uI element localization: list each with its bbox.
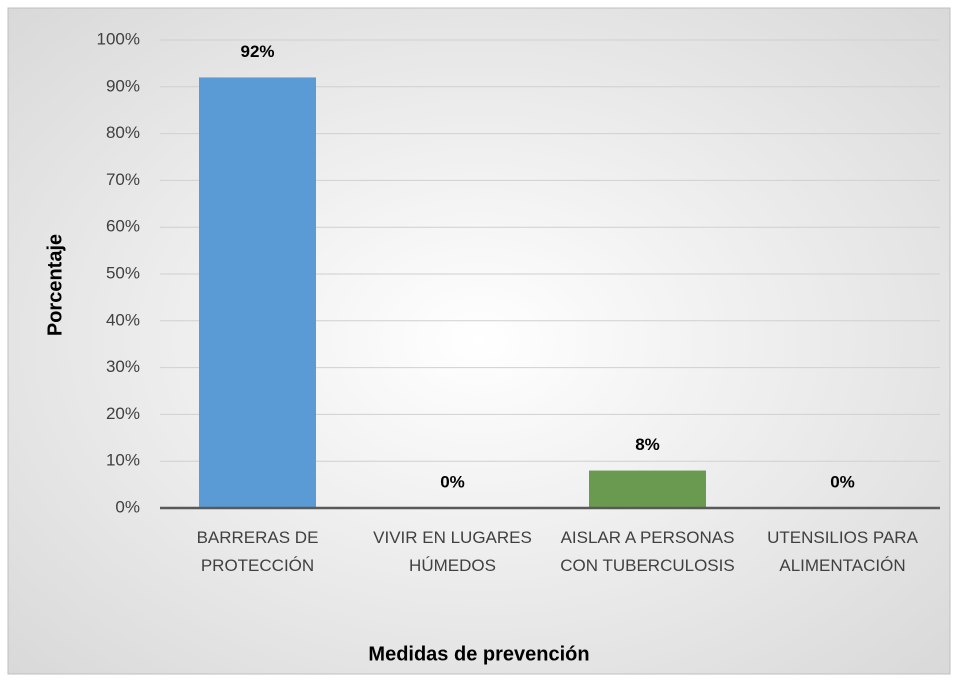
- y-tick-label: 70%: [106, 170, 140, 189]
- x-axis-title: Medidas de prevención: [368, 643, 589, 665]
- data-label: 92%: [240, 42, 274, 61]
- y-tick-label: 0%: [115, 497, 140, 516]
- x-tick-label: AISLAR A PERSONAS CON TUBERCULOSIS: [560, 528, 735, 575]
- y-tick-label: 60%: [106, 217, 140, 236]
- bar: [199, 77, 316, 508]
- y-tick-label: 10%: [106, 451, 140, 470]
- y-tick-label: 40%: [106, 310, 140, 329]
- y-tick-label: 100%: [97, 29, 140, 48]
- data-label: 8%: [635, 435, 660, 454]
- y-axis-title: Porcentaje: [44, 234, 66, 336]
- chart-background: [7, 7, 951, 675]
- y-tick-label: 20%: [106, 404, 140, 423]
- data-label: 0%: [830, 472, 855, 491]
- x-tick-label: VIVIR EN LUGARES HÚMEDOS: [373, 528, 532, 575]
- y-tick-label: 90%: [106, 76, 140, 95]
- x-tick-label: BARRERAS DE PROTECCIÓN: [196, 528, 319, 575]
- bar: [589, 470, 706, 508]
- y-tick-label: 80%: [106, 123, 140, 142]
- y-tick-label: 30%: [106, 357, 140, 376]
- data-label: 0%: [440, 472, 465, 491]
- x-tick-label: UTENSILIOS PARA ALIMENTACIÓN: [767, 528, 918, 575]
- y-tick-label: 50%: [106, 263, 140, 282]
